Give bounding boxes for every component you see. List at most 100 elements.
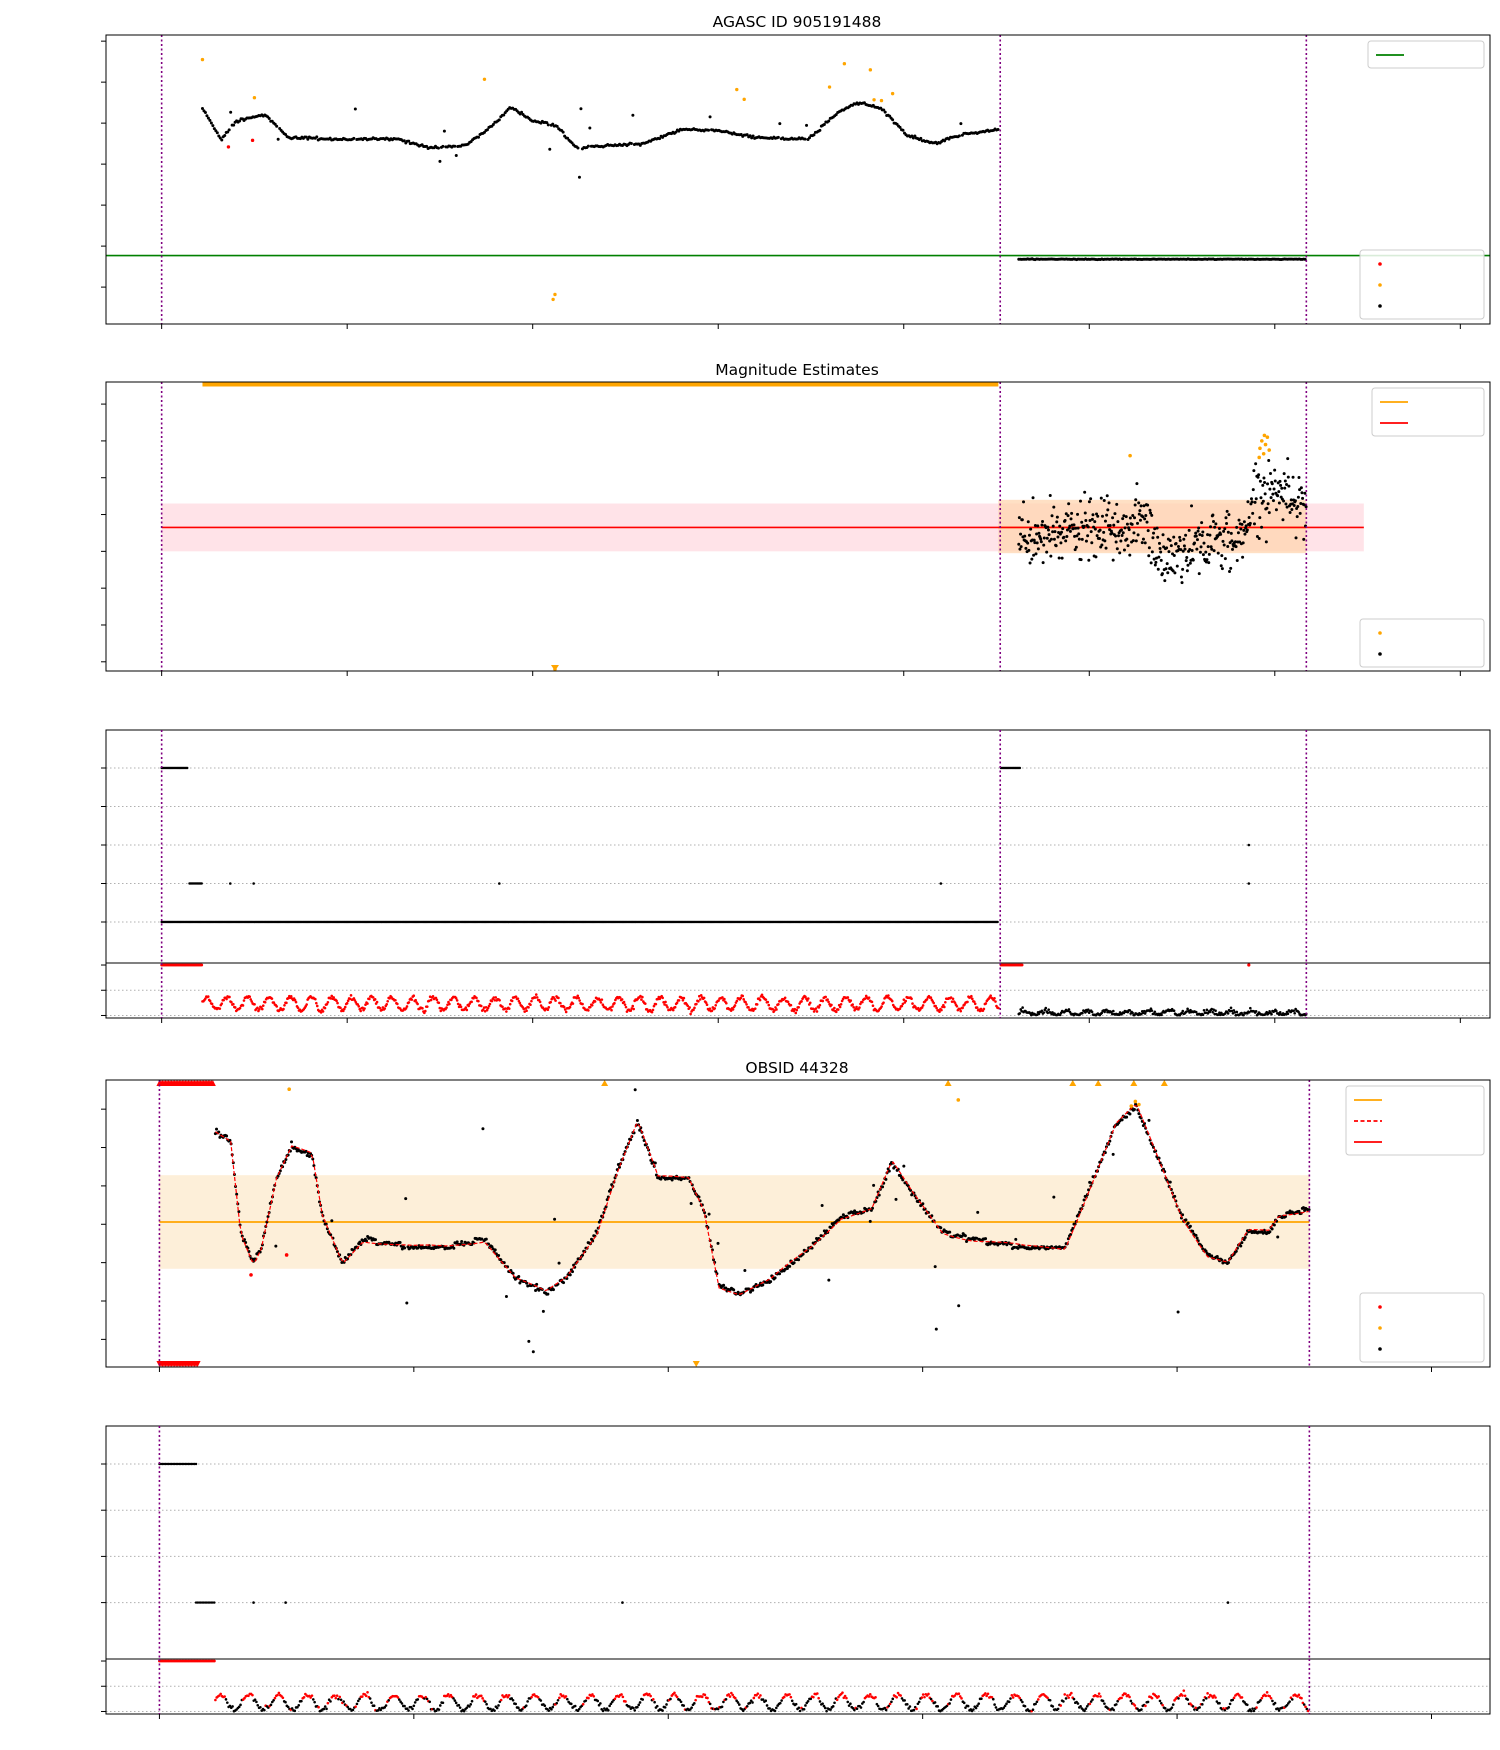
- data-point: [872, 1183, 876, 1187]
- dr-point: [1142, 1009, 1146, 1013]
- data-point: [1252, 522, 1256, 526]
- dr-point: [311, 1698, 315, 1701]
- dr-point: [477, 999, 480, 1003]
- dr-point: [795, 1008, 799, 1012]
- data-point: [1061, 527, 1065, 531]
- dr-point: [437, 1001, 441, 1005]
- data-point: [1034, 552, 1038, 556]
- data-point: [441, 144, 445, 148]
- dr-point: [636, 1705, 639, 1709]
- data-point: [517, 1274, 521, 1278]
- dr-point: [214, 1698, 217, 1702]
- dr-point: [710, 1009, 714, 1013]
- dr-point: [742, 998, 745, 1001]
- data-point: [1147, 554, 1151, 558]
- dr-point: [329, 997, 333, 1000]
- dr-point: [517, 1706, 520, 1710]
- dr-point: [721, 996, 724, 999]
- data-point: [493, 1248, 497, 1252]
- dr-point: [333, 1694, 336, 1698]
- data-point: [1223, 527, 1227, 531]
- dr-point: [573, 1704, 577, 1708]
- dr-point: [702, 996, 706, 1000]
- data-point: [306, 137, 310, 141]
- dr-point: [237, 1705, 241, 1709]
- dr-point: [458, 1706, 462, 1709]
- data-point: [1160, 572, 1164, 576]
- dr-point: [321, 1010, 325, 1013]
- data-point: [1137, 512, 1141, 516]
- data-point: [452, 1246, 456, 1250]
- dr-point: [263, 1000, 267, 1004]
- data-point: [1198, 533, 1202, 537]
- data-point: [1074, 545, 1078, 549]
- data-point: [1140, 541, 1144, 545]
- legend-box: [1359, 618, 1485, 668]
- data-point: [1113, 512, 1117, 516]
- dr-point: [593, 1000, 597, 1003]
- data-point: [1172, 535, 1176, 539]
- data-point: [1153, 527, 1157, 531]
- data-point: [1052, 1195, 1056, 1199]
- dr-point: [557, 996, 560, 1000]
- dr-point: [797, 1006, 800, 1009]
- dr-point: [352, 997, 356, 1000]
- highlighted-point: [1267, 448, 1272, 452]
- dr-point: [366, 1690, 369, 1694]
- dr-point: [250, 1000, 253, 1003]
- data-point: [1118, 551, 1122, 555]
- data-point: [1195, 538, 1199, 542]
- dr-point: [556, 1698, 560, 1702]
- dr-point: [1226, 1012, 1230, 1015]
- dr-point: [431, 994, 435, 998]
- data-point: [453, 144, 457, 148]
- dr-point: [632, 1706, 635, 1710]
- data-point: [588, 126, 592, 130]
- data-point: [266, 1215, 270, 1219]
- dr-point: [302, 1696, 306, 1699]
- dr-point: [310, 1694, 314, 1697]
- dr-point: [568, 1005, 572, 1009]
- dr-point: [479, 1004, 483, 1008]
- dr-point: [412, 1704, 416, 1708]
- data-point: [1199, 545, 1203, 549]
- dr-point: [654, 1002, 658, 1006]
- data-point: [1154, 560, 1158, 564]
- data-point: [1191, 558, 1195, 562]
- data-point: [1210, 1254, 1214, 1258]
- data-point: [1250, 500, 1254, 504]
- data-point: [1194, 1233, 1198, 1237]
- dr-point: [639, 994, 642, 998]
- data-point: [218, 1135, 222, 1139]
- data-point: [1107, 501, 1111, 505]
- data-point: [1145, 520, 1149, 524]
- dr-point: [613, 1001, 616, 1005]
- data-point: [1089, 497, 1093, 501]
- data-point: [577, 175, 581, 179]
- dr-point: [258, 1007, 261, 1011]
- data-point: [235, 1192, 239, 1196]
- data-point: [1088, 519, 1092, 523]
- data-point: [551, 1288, 555, 1292]
- dr-point: [581, 1002, 584, 1006]
- data-point: [797, 1258, 801, 1262]
- dr-point: [651, 1698, 655, 1701]
- dr-point: [354, 1705, 357, 1708]
- dr-point: [1242, 1013, 1245, 1017]
- data-point: [1222, 543, 1226, 547]
- data-point: [1165, 546, 1169, 550]
- data-point: [1128, 553, 1132, 557]
- dr-point: [481, 1697, 484, 1700]
- data-point: [1066, 514, 1070, 518]
- dr-point: [486, 1006, 490, 1010]
- dr-point: [263, 1708, 266, 1712]
- data-point: [228, 1138, 232, 1142]
- data-point: [1138, 518, 1142, 522]
- dr-point: [733, 1004, 737, 1007]
- dr-point: [372, 1704, 376, 1708]
- dr-point: [293, 998, 297, 1002]
- data-point: [1270, 1227, 1274, 1231]
- legend-marker: [1378, 1326, 1382, 1330]
- dr-point: [686, 1004, 690, 1008]
- dr-point: [424, 1009, 427, 1013]
